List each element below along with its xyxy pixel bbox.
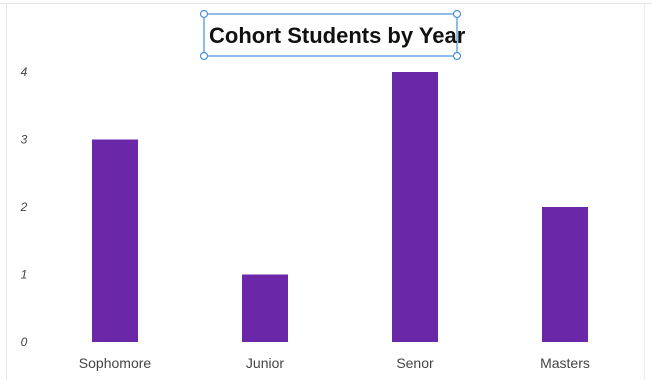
y-tick-label: 3 (21, 133, 28, 147)
y-axis: 0 1 2 3 4 (20, 65, 28, 349)
x-tick-label: Junior (246, 355, 284, 371)
resize-handle-top-right[interactable] (452, 9, 462, 19)
bar-senor (392, 72, 438, 342)
bars-layer (92, 72, 588, 342)
chart-title-box[interactable]: Cohort Students by Year (199, 9, 466, 61)
canvas-left-border (6, 3, 7, 380)
bar-junior (242, 274, 288, 342)
canvas-top-border (0, 3, 652, 4)
bar-masters (542, 207, 588, 342)
y-tick-label: 4 (21, 65, 28, 79)
x-tick-label: Senor (396, 355, 434, 371)
canvas-right-border (644, 3, 645, 380)
resize-handle-top-left[interactable] (199, 9, 209, 19)
x-tick-label: Sophomore (79, 355, 152, 371)
y-tick-label: 1 (21, 268, 28, 282)
y-tick-label: 0 (21, 335, 28, 349)
title-selection-frame[interactable] (203, 13, 458, 57)
x-tick-label: Masters (540, 355, 590, 371)
bar-sophomore (92, 139, 138, 342)
chart-title[interactable]: Cohort Students by Year (209, 23, 466, 48)
resize-handle-bottom-right[interactable] (452, 51, 462, 61)
y-tick-label: 2 (20, 200, 28, 214)
resize-handle-bottom-left[interactable] (199, 51, 209, 61)
x-axis: Sophomore Junior Senor Masters (79, 355, 590, 371)
